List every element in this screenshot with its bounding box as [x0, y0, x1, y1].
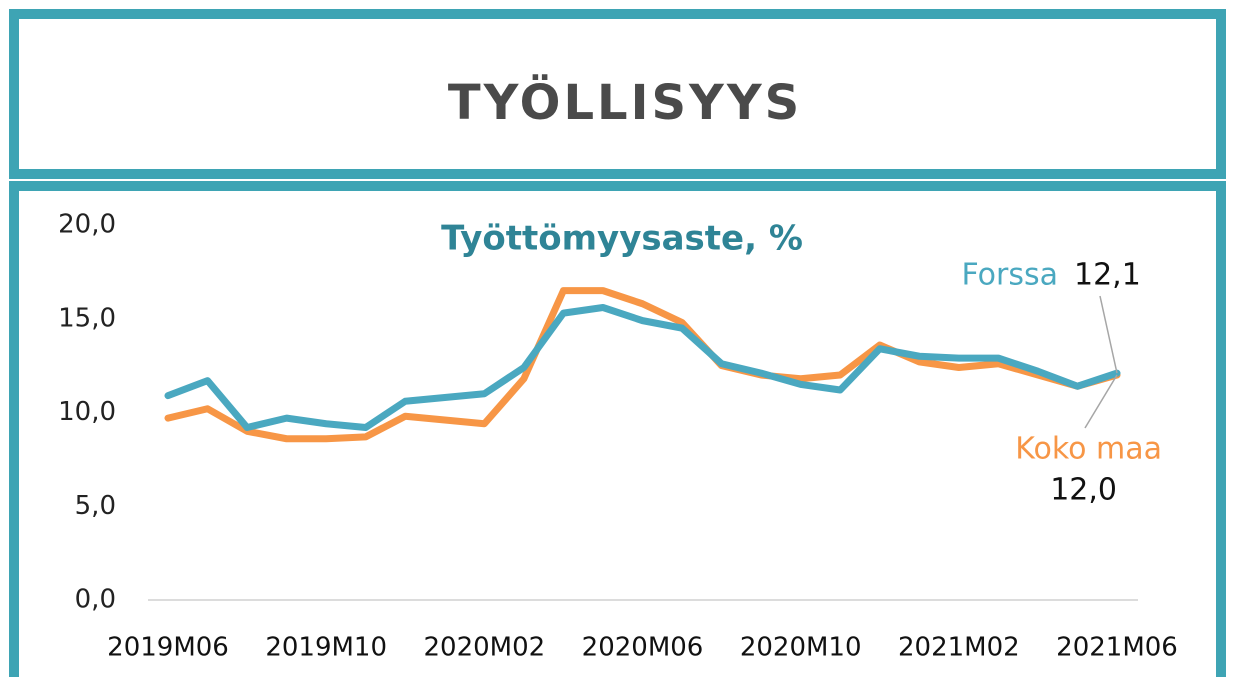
- x-tick-label: 2021M06: [1056, 633, 1178, 663]
- x-tick-label: 2019M10: [265, 633, 387, 663]
- y-tick-label: 5,0: [75, 491, 116, 521]
- x-tick-label: 2021M02: [898, 633, 1020, 663]
- page-title: TYÖLLISYYS: [448, 74, 802, 131]
- legend-label: Koko maa: [1015, 432, 1162, 467]
- x-tick-label: 2020M10: [740, 633, 862, 663]
- line-series: [164, 304, 1121, 431]
- chart-frame: [9, 181, 1226, 681]
- y-tick-label: 10,0: [58, 397, 116, 427]
- leader-line: [1099, 295, 1118, 374]
- x-tick-label: 2019M06: [107, 633, 229, 663]
- data-label: 12,0: [1050, 473, 1117, 508]
- y-tick-label: 15,0: [58, 303, 116, 333]
- line-series: [164, 287, 1121, 443]
- y-tick-label: 20,0: [58, 210, 116, 240]
- data-label: 12,1: [1074, 258, 1141, 293]
- title-frame: [9, 9, 1226, 179]
- legend-label: Forssa: [961, 258, 1058, 293]
- leader-line: [1084, 374, 1118, 429]
- x-tick-label: 2020M02: [423, 633, 545, 663]
- y-tick-label: 0,0: [75, 585, 116, 615]
- x-tick-label: 2020M06: [582, 633, 704, 663]
- chart-title: Työttömyysaste, %: [441, 219, 803, 259]
